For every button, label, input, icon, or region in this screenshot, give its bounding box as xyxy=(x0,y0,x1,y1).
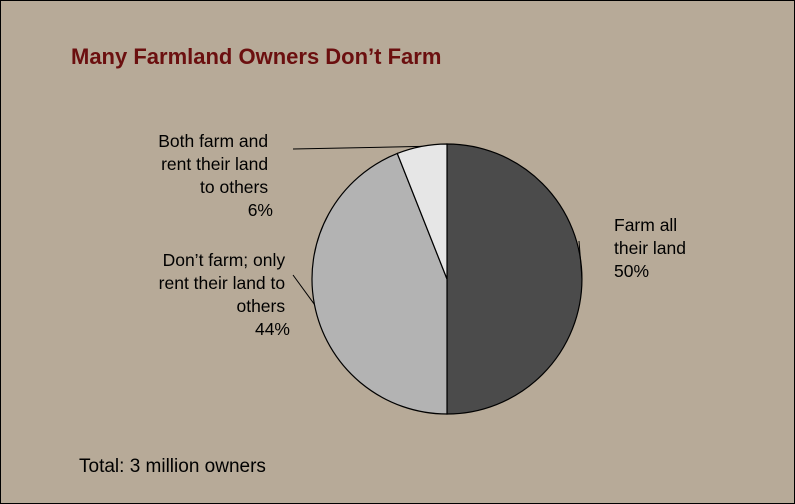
pie-slice-2 xyxy=(311,152,448,415)
leader-lines xyxy=(292,145,583,305)
leader-line-1 xyxy=(578,240,583,280)
slice-label-both: Both farm and rent their land to others … xyxy=(158,131,273,220)
label-line: Farm all xyxy=(614,215,677,235)
slice-label-farm-all: Farm all their land 50% xyxy=(614,215,691,281)
slice-value-label: 44% xyxy=(255,319,290,339)
total-owners-note: Total: 3 million owners xyxy=(79,456,266,477)
slice-value-label: 50% xyxy=(614,261,649,281)
label-line: rent their land xyxy=(161,154,268,174)
chart-title: Many Farmland Owners Don’t Farm xyxy=(71,44,441,69)
leader-line-3 xyxy=(292,145,422,150)
leader-line-2 xyxy=(292,274,315,305)
pie-slices xyxy=(311,143,583,415)
label-line: to others xyxy=(200,177,268,197)
slice-value-label: 6% xyxy=(248,200,273,220)
label-line: their land xyxy=(614,238,686,258)
label-line: others xyxy=(236,296,285,316)
label-line: Don’t farm; only xyxy=(163,250,286,270)
slice-label-dont-farm: Don’t farm; only rent their land to othe… xyxy=(159,250,290,339)
label-line: Both farm and xyxy=(158,131,268,151)
label-line: rent their land to xyxy=(159,273,285,293)
pie-slice-3 xyxy=(396,143,448,280)
